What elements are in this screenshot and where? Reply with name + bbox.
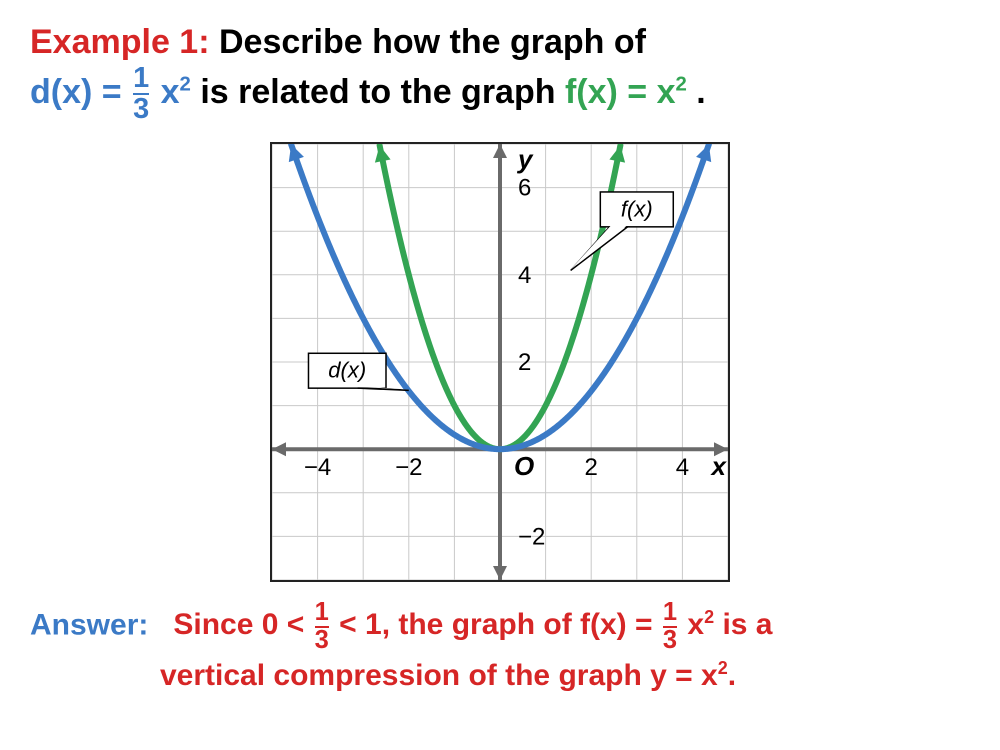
svg-text:−4: −4: [304, 454, 331, 481]
dx-label: d(x) =: [30, 73, 131, 111]
svg-text:4: 4: [676, 454, 689, 481]
prompt-part2: is related to the graph: [200, 73, 565, 111]
chart-container: −4 −2 2 4 −2 2 4 6 Oy x f(x) d(x): [30, 142, 970, 582]
example-label: Example 1:: [30, 23, 210, 61]
fraction-one-third-icon: 1 3: [315, 600, 329, 653]
answer-block: Answer: Since 0 < 1 3 < 1, the graph of …: [30, 600, 970, 700]
answer-label: Answer:: [30, 608, 148, 641]
prompt-part1: Describe how the graph of: [219, 23, 646, 61]
svg-text:−2: −2: [395, 454, 422, 481]
fraction-one-third-icon: 1 3: [133, 64, 149, 124]
dx-expression: d(x) = 1 3 x2: [30, 73, 200, 111]
svg-text:4: 4: [518, 262, 531, 289]
svg-text:x: x: [710, 451, 728, 481]
svg-text:O: O: [514, 451, 534, 481]
svg-text:y: y: [516, 144, 534, 174]
svg-text:f(x): f(x): [621, 196, 653, 221]
svg-text:2: 2: [585, 454, 598, 481]
fraction-one-third-icon: 1 3: [663, 600, 677, 653]
parabola-chart: −4 −2 2 4 −2 2 4 6 Oy x f(x) d(x): [270, 142, 730, 582]
svg-text:6: 6: [518, 175, 531, 202]
svg-text:d(x): d(x): [328, 358, 366, 383]
svg-text:−2: −2: [518, 523, 545, 550]
svg-text:2: 2: [518, 349, 531, 376]
question-block: Example 1: Describe how the graph of d(x…: [30, 20, 970, 124]
fx-expression: f(x) = x2: [565, 73, 696, 111]
